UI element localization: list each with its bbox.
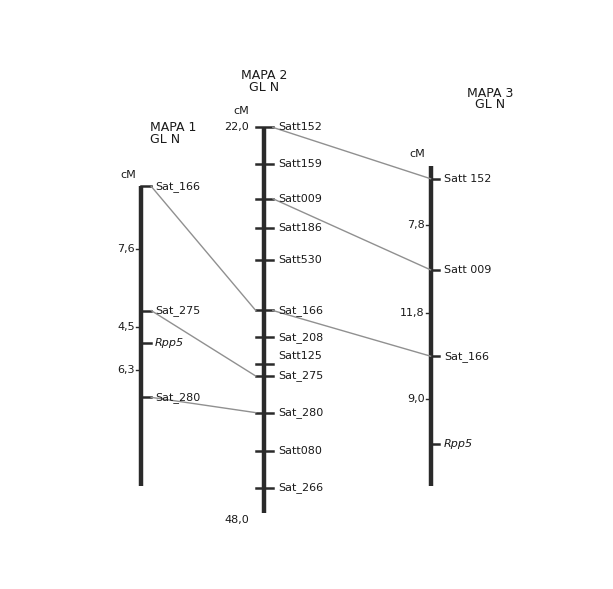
- Text: 11,8: 11,8: [400, 308, 425, 318]
- Text: Rpp5: Rpp5: [444, 439, 473, 449]
- Text: Satt125: Satt125: [278, 351, 322, 361]
- Text: 48,0: 48,0: [224, 515, 249, 525]
- Text: Satt159: Satt159: [278, 159, 322, 169]
- Text: MAPA 1: MAPA 1: [150, 121, 197, 134]
- Text: 7,6: 7,6: [118, 244, 135, 254]
- Text: Sat_208: Sat_208: [278, 332, 324, 343]
- Text: cM: cM: [409, 149, 425, 159]
- Text: MAPA 2: MAPA 2: [241, 69, 287, 82]
- Text: Sat_275: Sat_275: [278, 370, 324, 382]
- Text: Satt009: Satt009: [278, 194, 322, 204]
- Text: Sat_280: Sat_280: [278, 407, 324, 418]
- Text: 22,0: 22,0: [224, 123, 249, 133]
- Text: GL N: GL N: [475, 98, 505, 111]
- Text: Sat_275: Sat_275: [155, 305, 200, 316]
- Text: Sat_166: Sat_166: [278, 305, 324, 316]
- Text: Satt186: Satt186: [278, 223, 322, 233]
- Text: GL N: GL N: [150, 133, 180, 145]
- Text: cM: cM: [234, 106, 249, 116]
- Text: Sat_166: Sat_166: [155, 181, 200, 192]
- Text: Satt 009: Satt 009: [444, 265, 491, 275]
- Text: Satt152: Satt152: [278, 123, 322, 133]
- Text: Satt080: Satt080: [278, 446, 322, 456]
- Text: Sat_280: Sat_280: [155, 392, 200, 403]
- Text: 9,0: 9,0: [407, 394, 425, 404]
- Text: 7,8: 7,8: [407, 220, 425, 230]
- Text: Rpp5: Rpp5: [155, 339, 184, 349]
- Text: cM: cM: [120, 170, 136, 180]
- Text: Satt 152: Satt 152: [444, 174, 491, 184]
- Text: MAPA 3: MAPA 3: [466, 87, 513, 100]
- Text: 6,3: 6,3: [118, 365, 135, 375]
- Text: Satt530: Satt530: [278, 256, 322, 266]
- Text: GL N: GL N: [249, 81, 280, 94]
- Text: Sat_166: Sat_166: [444, 350, 489, 362]
- Text: Sat_266: Sat_266: [278, 482, 324, 493]
- Text: 4,5: 4,5: [118, 322, 135, 332]
